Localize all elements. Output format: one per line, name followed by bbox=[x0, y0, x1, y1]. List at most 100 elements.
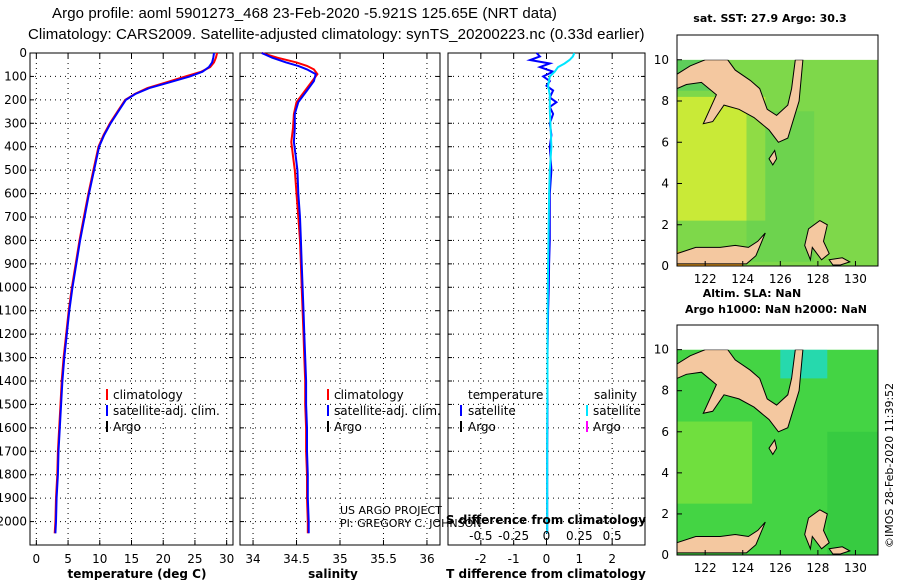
map-sst-ytick-label: 6 bbox=[661, 135, 669, 149]
depth-tick-label: 1100 bbox=[0, 304, 27, 318]
map-sla-land-0 bbox=[676, 349, 804, 433]
map-sla-title-line2: Argo h1000: NaN h2000: NaN bbox=[685, 303, 867, 316]
temp-xtick-label: 0 bbox=[33, 552, 41, 566]
temp-xtick-label: 10 bbox=[92, 552, 107, 566]
temp-xtick-label: 15 bbox=[124, 552, 139, 566]
sal-series-satellite-adj-clim- bbox=[261, 52, 317, 534]
map-sst-nodata-strip bbox=[677, 35, 878, 60]
legend-label-climatology-sal: climatology bbox=[334, 388, 404, 402]
map-sla-group: 122 124 126 128 130 0 2 4 6 8 10 bbox=[654, 324, 879, 575]
diff-stick-label: 0.5 bbox=[603, 529, 622, 543]
map-sst-land-1 bbox=[676, 232, 766, 265]
map-sst-land-3 bbox=[828, 257, 852, 266]
map-sla-xtick-label: 128 bbox=[806, 561, 829, 575]
map-sst-ytick-label: 10 bbox=[654, 53, 669, 67]
legend-heading-salinity: salinity bbox=[594, 388, 637, 402]
map-sla-nodata-strip bbox=[677, 325, 878, 350]
map-sla-cyan-patch bbox=[780, 349, 828, 379]
legend-label-climatology-temp: climatology bbox=[113, 388, 183, 402]
legend-label-argo-sdiff: Argo bbox=[593, 420, 621, 434]
depth-tick-label: 600 bbox=[4, 187, 27, 201]
legend-heading-temperature: temperature bbox=[468, 388, 543, 402]
depth-tick-label: 700 bbox=[4, 210, 27, 224]
depth-tick-label: 0 bbox=[19, 46, 27, 60]
temp-xtick-label: 25 bbox=[187, 552, 202, 566]
diff-xtick-label: 2 bbox=[608, 552, 616, 566]
legend-label-satellite-temp: satellite-adj. clim. bbox=[113, 404, 220, 418]
sal-xtick-label: 34 bbox=[245, 552, 260, 566]
diff-stick-label: 0.25 bbox=[566, 529, 593, 543]
map-sst-xtick-label: 122 bbox=[694, 272, 717, 286]
legend-label-satellite-tdiff: satellite bbox=[468, 404, 516, 418]
map-sst-group: 122 124 126 128 130 0 2 4 6 8 10 bbox=[654, 34, 879, 286]
map-sst-ytick-label: 4 bbox=[661, 177, 669, 191]
legend-label-argo-temp: Argo bbox=[113, 420, 141, 434]
depth-tick-label: 1700 bbox=[0, 444, 27, 458]
depth-tick-label: 400 bbox=[4, 140, 27, 154]
diff-stick-label: -0.5 bbox=[469, 529, 492, 543]
map-sst-xtick-label: 126 bbox=[769, 272, 792, 286]
map-sla-ytick-label: 2 bbox=[661, 507, 669, 521]
depth-tick-label: 900 bbox=[4, 257, 27, 271]
temp-xlabel: temperature (deg C) bbox=[68, 567, 207, 580]
figure-title-line2: Climatology: CARS2009. Satellite-adjuste… bbox=[28, 26, 645, 43]
sal-xtick-label: 34.5 bbox=[283, 552, 310, 566]
map-sst-ytick-label: 8 bbox=[661, 94, 669, 108]
depth-tick-label: 1500 bbox=[0, 397, 27, 411]
diff-stick-label: -0.25 bbox=[498, 529, 529, 543]
credit-pi: PI: GREGORY C. JOHNSON bbox=[340, 517, 481, 530]
map-sst-xtick-label: 130 bbox=[844, 272, 867, 286]
map-sst-xtick-label: 124 bbox=[731, 272, 754, 286]
depth-tick-label: 800 bbox=[4, 233, 27, 247]
depth-tick-label: 1400 bbox=[0, 374, 27, 388]
diff-series-salinity-satellite bbox=[546, 52, 576, 534]
depth-tick-label: 1200 bbox=[0, 327, 27, 341]
diff-xlabel-top: S difference from climatology bbox=[446, 513, 646, 527]
temp-xtick-label: 30 bbox=[219, 552, 234, 566]
map-sst-land-4 bbox=[768, 149, 778, 166]
sal-series-climatology bbox=[261, 52, 319, 534]
map-sst-frame bbox=[676, 34, 879, 267]
depth-tick-label: 1800 bbox=[0, 468, 27, 482]
map-sla-land-2 bbox=[804, 509, 830, 551]
temp-xtick-label: 5 bbox=[64, 552, 72, 566]
map-sla-dark-patch bbox=[827, 431, 878, 555]
legend-label-satellite-sdiff: satellite bbox=[593, 404, 641, 418]
map-sst-xtick-label: 128 bbox=[806, 272, 829, 286]
figure-title-line1: Argo profile: aoml 5901273_468 23-Feb-20… bbox=[52, 5, 558, 22]
sal-xlabel: salinity bbox=[308, 567, 358, 580]
depth-tick-label: 1300 bbox=[0, 351, 27, 365]
diff-stick-label: 0 bbox=[543, 529, 551, 543]
diff-xtick-label: 0 bbox=[543, 552, 551, 566]
map-sla-xtick-label: 130 bbox=[844, 561, 867, 575]
depth-tick-label: 1900 bbox=[0, 491, 27, 505]
map-sla-ytick-label: 6 bbox=[661, 425, 669, 439]
legend-label-argo-sal: Argo bbox=[334, 420, 362, 434]
depth-tick-label: 1600 bbox=[0, 421, 27, 435]
diff-xlabel: T difference from climatology bbox=[446, 567, 646, 580]
temp-series-satellite-adj-clim- bbox=[54, 52, 215, 534]
diff-xtick-label: -1 bbox=[508, 552, 520, 566]
map-sst-ytick-label: 2 bbox=[661, 218, 669, 232]
diff-xtick-label: -2 bbox=[475, 552, 487, 566]
sal-xtick-label: 35 bbox=[332, 552, 347, 566]
map-sla-land-1 bbox=[676, 521, 766, 554]
temp-series-climatology bbox=[53, 52, 219, 534]
map-sla-xtick-label: 122 bbox=[694, 561, 717, 575]
map-sla-ytick-label: 8 bbox=[661, 384, 669, 398]
depth-tick-label: 300 bbox=[4, 116, 27, 130]
map-sla-title-line1: Altim. SLA: NaN bbox=[703, 287, 802, 300]
map-sla-frame bbox=[676, 324, 879, 556]
map-sla-xtick-label: 124 bbox=[731, 561, 754, 575]
map-sla-ytick-label: 4 bbox=[661, 466, 669, 480]
map-sla-xtick-label: 126 bbox=[769, 561, 792, 575]
map-sla-land-4 bbox=[768, 438, 778, 456]
map-sst-title: sat. SST: 27.9 Argo: 30.3 bbox=[693, 12, 846, 25]
depth-tick-label: 200 bbox=[4, 93, 27, 107]
diff-series-temperature-satellite bbox=[526, 52, 559, 534]
map-sst-land-0 bbox=[676, 59, 804, 143]
map-sla-lime-patch bbox=[677, 421, 753, 504]
temp-xtick-label: 20 bbox=[156, 552, 171, 566]
map-sla-ytick-label: 0 bbox=[661, 548, 669, 562]
